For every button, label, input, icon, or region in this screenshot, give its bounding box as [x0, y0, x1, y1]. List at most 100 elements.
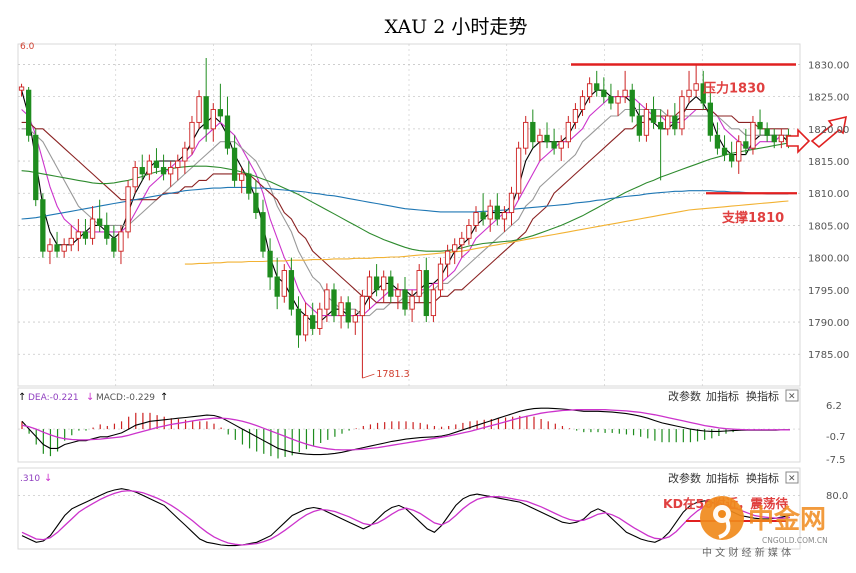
candle-body-down	[33, 134, 39, 201]
candle-body-down	[530, 121, 536, 143]
candle-body-up	[523, 121, 529, 149]
candle	[423, 257, 429, 323]
macd-dif-line	[21, 407, 790, 456]
candle-body-up	[615, 96, 621, 104]
y-tick-label: 1820.00	[808, 125, 849, 136]
candle-body-down	[153, 160, 160, 168]
candle-body-up	[750, 121, 756, 149]
candle-body-down	[423, 270, 429, 317]
candle-body-down	[331, 289, 337, 317]
candle	[594, 70, 600, 97]
candle	[665, 109, 671, 136]
candle-body-up	[182, 147, 188, 162]
candle	[132, 161, 138, 194]
candle-body-up	[622, 89, 628, 98]
candle-body-up	[416, 270, 422, 297]
candle	[430, 283, 437, 323]
candle	[160, 154, 167, 181]
candle	[26, 86, 32, 142]
candle	[459, 231, 465, 258]
candle	[402, 276, 408, 316]
macd-y-tick: 6.2	[826, 401, 842, 412]
candle-body-up	[366, 276, 373, 297]
candle-body-down	[231, 147, 238, 181]
candle	[274, 257, 280, 310]
candle-body-down	[246, 173, 252, 194]
candle	[721, 135, 728, 162]
kd-close-icon[interactable]: ✕	[785, 471, 799, 484]
candle-body-down	[402, 289, 408, 310]
candle-body-up	[68, 237, 74, 246]
candle	[373, 264, 380, 297]
candle-body-down	[494, 205, 500, 220]
candle-body-down	[608, 96, 614, 104]
y-tick-label: 1785.00	[808, 350, 849, 361]
candle-body-down	[267, 250, 273, 278]
candle-body-up	[168, 167, 174, 175]
candle	[310, 302, 316, 335]
y-tick-label: 1815.00	[808, 157, 849, 168]
candle-body-down	[480, 212, 486, 220]
kd-close-box	[785, 471, 799, 484]
candle-body-down	[757, 121, 763, 130]
cngold-logo-dot	[718, 510, 726, 518]
candle-body-down	[551, 141, 557, 149]
candle	[565, 115, 571, 149]
candle	[302, 302, 309, 342]
candle-body-up	[175, 160, 181, 168]
candle	[253, 180, 259, 219]
candle-body-down	[288, 270, 295, 310]
kd-button-2[interactable]: 换指标	[746, 471, 779, 485]
candle	[487, 199, 493, 232]
candle	[217, 83, 224, 123]
candle-body-up	[18, 86, 25, 91]
candle	[501, 206, 508, 232]
candle	[409, 289, 415, 323]
candle	[629, 83, 635, 123]
candle-body-up	[281, 270, 287, 297]
y-tick-label: 1825.00	[808, 93, 849, 104]
candle	[672, 103, 678, 136]
kd-value-label: .310	[20, 474, 40, 484]
candle-body-down	[97, 218, 103, 226]
candle-body-up	[196, 96, 202, 123]
candle-body-down	[203, 96, 209, 130]
candle	[437, 257, 444, 297]
candle-body-up	[473, 212, 479, 226]
macd-button-0[interactable]: 改参数	[668, 389, 701, 403]
candle-body-down	[657, 121, 664, 130]
candle-body-down	[721, 147, 728, 156]
macd-close-glyph: ✕	[788, 392, 796, 402]
candle-body-up	[132, 167, 138, 188]
candle	[260, 199, 266, 258]
candle-body-down	[26, 89, 32, 136]
candle	[473, 206, 479, 232]
kd-button-1[interactable]: 加指标	[706, 471, 739, 485]
candle-body-up	[395, 289, 401, 297]
candle-body-up	[302, 315, 309, 336]
candle	[515, 141, 522, 200]
candle	[544, 122, 550, 149]
macd-close-box	[785, 389, 799, 402]
candle-body-up	[537, 134, 543, 143]
macd-close-icon[interactable]: ✕	[785, 389, 799, 402]
moving-average-line	[21, 186, 789, 220]
candle-body-down	[728, 154, 735, 162]
kd-button-0[interactable]: 改参数	[668, 471, 701, 485]
candle-body-down	[82, 231, 89, 239]
candle-body-down	[771, 134, 777, 143]
macd-button-2[interactable]: 换指标	[746, 389, 779, 403]
candle	[338, 296, 344, 329]
candle-body-down	[310, 315, 316, 329]
candle-body-up	[118, 231, 124, 252]
candle	[196, 90, 202, 129]
candle	[537, 128, 543, 162]
candle	[764, 122, 770, 142]
candle	[679, 90, 685, 136]
candle-body-down	[601, 89, 607, 98]
candle-body-up	[665, 115, 671, 130]
macd-button-1[interactable]: 加指标	[706, 389, 739, 403]
candle	[182, 141, 188, 174]
support-label: 支撑1810	[721, 210, 784, 226]
macd-dea-line	[21, 409, 790, 451]
